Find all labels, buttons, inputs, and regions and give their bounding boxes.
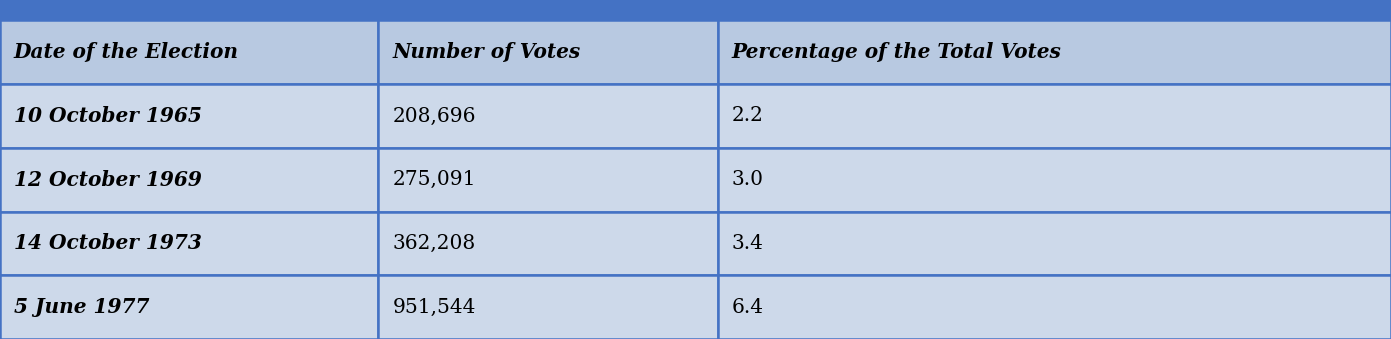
Bar xyxy=(718,212,1391,275)
Bar xyxy=(378,20,718,84)
Bar xyxy=(718,84,1391,148)
Text: Number of Votes: Number of Votes xyxy=(392,42,580,62)
Bar xyxy=(0,0,1391,20)
Bar xyxy=(378,275,718,339)
Text: 3.4: 3.4 xyxy=(732,234,764,253)
Text: 362,208: 362,208 xyxy=(392,234,476,253)
Text: 3.0: 3.0 xyxy=(732,170,764,189)
Text: 5 June 1977: 5 June 1977 xyxy=(14,297,149,317)
Bar xyxy=(718,275,1391,339)
Bar xyxy=(718,148,1391,212)
Text: 6.4: 6.4 xyxy=(732,298,764,317)
Bar xyxy=(378,148,718,212)
Bar xyxy=(0,148,378,212)
Bar xyxy=(378,212,718,275)
Text: 14 October 1973: 14 October 1973 xyxy=(14,234,202,253)
Bar xyxy=(0,84,378,148)
Bar xyxy=(0,212,378,275)
Bar xyxy=(0,20,378,84)
Text: 208,696: 208,696 xyxy=(392,106,476,125)
Bar xyxy=(0,275,378,339)
Text: 951,544: 951,544 xyxy=(392,298,476,317)
Text: 12 October 1969: 12 October 1969 xyxy=(14,170,202,190)
Text: Date of the Election: Date of the Election xyxy=(14,42,239,62)
Text: 2.2: 2.2 xyxy=(732,106,764,125)
Bar xyxy=(378,84,718,148)
Text: 10 October 1965: 10 October 1965 xyxy=(14,106,202,126)
Bar xyxy=(718,20,1391,84)
Text: 275,091: 275,091 xyxy=(392,170,476,189)
Text: Percentage of the Total Votes: Percentage of the Total Votes xyxy=(732,42,1061,62)
